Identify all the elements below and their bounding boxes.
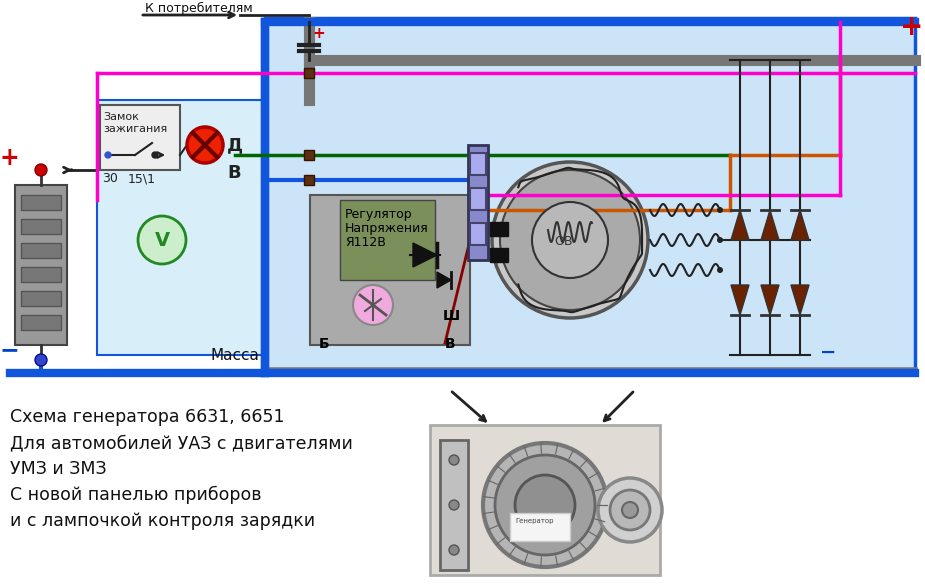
Text: Замок: Замок: [103, 112, 139, 122]
Text: Б: Б: [319, 337, 329, 351]
Circle shape: [492, 162, 648, 318]
Bar: [470, 223, 486, 245]
Circle shape: [515, 475, 575, 535]
Text: +: +: [900, 13, 923, 41]
Bar: [490, 248, 508, 262]
Circle shape: [353, 285, 393, 325]
Circle shape: [187, 127, 223, 163]
Text: УМЗ и ЗМЗ: УМЗ и ЗМЗ: [10, 460, 106, 478]
Bar: [468, 145, 488, 260]
Text: Ш: Ш: [443, 309, 460, 323]
Bar: [340, 200, 435, 280]
Circle shape: [598, 478, 662, 542]
Text: Масса: Масса: [210, 348, 259, 363]
Circle shape: [622, 502, 638, 518]
Bar: [310, 195, 470, 345]
Text: С новой панелью приборов: С новой панелью приборов: [10, 486, 262, 504]
Text: −: −: [0, 338, 19, 362]
Polygon shape: [437, 272, 451, 288]
Text: и с лампочкой контроля зарядки: и с лампочкой контроля зарядки: [10, 512, 315, 530]
Polygon shape: [731, 210, 749, 240]
Circle shape: [717, 207, 723, 213]
Text: В: В: [227, 164, 240, 182]
Circle shape: [449, 500, 459, 510]
Text: Генератор: Генератор: [515, 518, 553, 524]
Text: 15\1: 15\1: [128, 172, 156, 185]
Bar: [97, 100, 267, 355]
Bar: [304, 175, 314, 185]
Bar: [15, 185, 67, 345]
Text: −: −: [820, 343, 836, 362]
Bar: [304, 150, 314, 160]
Bar: [470, 188, 486, 210]
Circle shape: [717, 267, 723, 273]
Bar: [21, 195, 61, 210]
Text: Я112В: Я112В: [345, 236, 386, 249]
Text: Схема генератора 6631, 6651: Схема генератора 6631, 6651: [10, 408, 285, 426]
Text: Для автомобилей УАЗ с двигателями: Для автомобилей УАЗ с двигателями: [10, 434, 352, 452]
Text: К потребителям: К потребителям: [145, 2, 253, 15]
Circle shape: [105, 152, 111, 158]
Text: Напряжения: Напряжения: [345, 222, 429, 235]
Text: Д: Д: [227, 136, 243, 154]
Text: +: +: [0, 146, 19, 170]
Bar: [490, 222, 508, 236]
Bar: [265, 18, 915, 373]
Bar: [470, 153, 486, 175]
Text: +: +: [312, 26, 325, 41]
Circle shape: [138, 216, 186, 264]
Text: В: В: [445, 337, 456, 351]
Text: V: V: [154, 230, 169, 250]
Polygon shape: [413, 243, 437, 267]
Bar: [21, 267, 61, 282]
Circle shape: [449, 545, 459, 555]
Bar: [304, 68, 314, 78]
Circle shape: [532, 202, 608, 278]
Bar: [21, 315, 61, 330]
Circle shape: [35, 164, 47, 176]
Polygon shape: [791, 285, 809, 315]
Circle shape: [495, 455, 595, 555]
Text: Регулятор: Регулятор: [345, 208, 413, 221]
Circle shape: [152, 152, 158, 158]
Bar: [440, 440, 468, 570]
Circle shape: [610, 490, 650, 530]
Bar: [21, 243, 61, 258]
Polygon shape: [731, 285, 749, 315]
Circle shape: [483, 443, 607, 567]
Text: 30: 30: [102, 172, 117, 185]
Text: ОВ: ОВ: [554, 235, 573, 248]
Circle shape: [35, 354, 47, 366]
Polygon shape: [761, 210, 779, 240]
Bar: [21, 219, 61, 234]
Circle shape: [717, 237, 723, 243]
Text: зажигания: зажигания: [103, 124, 167, 134]
Bar: [510, 513, 570, 541]
Polygon shape: [791, 210, 809, 240]
Bar: [100, 105, 180, 170]
Bar: [430, 425, 660, 575]
Circle shape: [500, 170, 640, 310]
Polygon shape: [761, 285, 779, 315]
Circle shape: [449, 455, 459, 465]
Bar: [21, 291, 61, 306]
